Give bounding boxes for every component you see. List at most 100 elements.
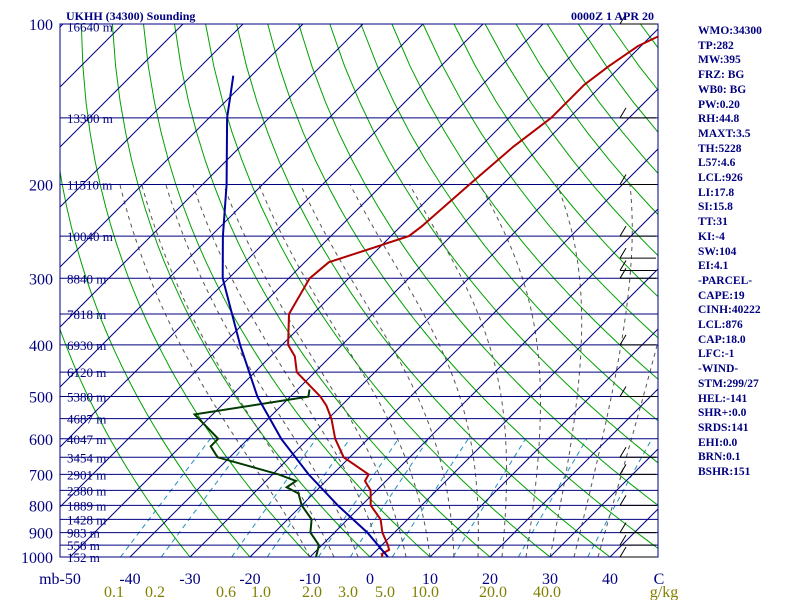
dry-adiabat-line bbox=[329, 23, 659, 464]
height-label: 1889 m bbox=[67, 498, 106, 513]
wind-barb-flag bbox=[619, 522, 627, 533]
height-label: 10040 m bbox=[67, 229, 113, 244]
height-label: 2380 m bbox=[67, 483, 106, 498]
pressure-tick-label: 400 bbox=[29, 338, 53, 355]
dry-adiabat-line bbox=[59, 329, 191, 558]
moist-adiabat-lines bbox=[119, 184, 659, 558]
mixing-ratio-line bbox=[391, 438, 469, 558]
mixing-ratio-tick-label: 0.2 bbox=[145, 584, 165, 600]
indices-panel: WMO:34300 TP:282 MW:395 FRZ: BG WB0: BG PW:0.… bbox=[698, 24, 798, 480]
index-line: -PARCEL- bbox=[698, 274, 753, 287]
mixing-ratio-tick-label: 2.0 bbox=[302, 584, 322, 600]
mixing-ratio-line bbox=[452, 438, 527, 558]
index-line: SHR+:0.0 bbox=[698, 407, 747, 420]
height-label: 4047 m bbox=[67, 432, 106, 447]
mixing-ratio-tick-label: 20.0 bbox=[479, 584, 507, 600]
dry-adiabat-line bbox=[546, 23, 659, 174]
dry-adiabat-line bbox=[577, 23, 659, 133]
mixing-ratio-tick-label: 10.0 bbox=[411, 584, 439, 600]
temperature-tick-label: 10 bbox=[422, 571, 438, 588]
index-line: L57:4.6 bbox=[698, 157, 736, 170]
pressure-tick-label: 700 bbox=[29, 467, 53, 484]
temperature-tick-label: 40 bbox=[602, 571, 618, 588]
temperature-unit-label: C bbox=[654, 571, 665, 588]
index-line: CAP:18.0 bbox=[698, 333, 746, 346]
dry-adiabat-line bbox=[453, 23, 659, 297]
pressure-tick-label: 500 bbox=[29, 390, 53, 407]
height-label: 3454 m bbox=[67, 450, 106, 465]
mixing-ratio-line bbox=[517, 438, 588, 558]
moist-adiabat-line bbox=[409, 184, 508, 558]
index-line: TP:282 bbox=[698, 39, 734, 52]
pressure-tick-label: 800 bbox=[29, 498, 53, 515]
index-line: BRN:0.1 bbox=[698, 451, 741, 464]
wind-barb-flag bbox=[619, 107, 627, 119]
wind-barb bbox=[619, 268, 656, 279]
index-line: EHI:0.0 bbox=[698, 436, 738, 449]
isotherm-line bbox=[309, 208, 659, 558]
wind-barb-flag bbox=[619, 447, 627, 458]
moist-adiabat-line bbox=[222, 184, 407, 558]
mixing-ratio-line bbox=[120, 438, 211, 558]
moist-adiabat-line bbox=[479, 184, 541, 558]
index-line: FRZ: BG bbox=[698, 69, 745, 82]
wind-barb bbox=[619, 447, 656, 458]
isotherm-line bbox=[489, 388, 659, 558]
index-line: LFC:-1 bbox=[698, 348, 735, 361]
pressure-tick-label: 100 bbox=[29, 17, 53, 34]
height-label: 16640 m bbox=[67, 19, 113, 34]
wind-barb bbox=[619, 107, 656, 119]
isotherm-line bbox=[59, 23, 484, 448]
mixing-ratio-line bbox=[318, 438, 399, 558]
mixing-ratio-tick-label: 3.0 bbox=[338, 584, 358, 600]
dry-adiabat-line bbox=[298, 23, 659, 506]
wind-barb bbox=[619, 464, 656, 475]
height-label: 6120 m bbox=[67, 365, 106, 380]
mixing-ratio-tick-label: g/kg bbox=[650, 584, 678, 600]
wind-barb bbox=[619, 247, 656, 259]
isotherm-line bbox=[59, 23, 244, 208]
isotherm-line bbox=[549, 448, 659, 558]
wind-barb-flag bbox=[619, 268, 627, 279]
isotherm-line bbox=[59, 23, 184, 148]
wind-barb-flag bbox=[619, 174, 627, 185]
mixing-ratio-line bbox=[231, 438, 317, 558]
height-label: 2901 m bbox=[67, 467, 106, 482]
isotherm-line bbox=[69, 23, 604, 558]
wind-barb bbox=[619, 495, 656, 506]
moist-adiabat-line bbox=[549, 184, 583, 558]
wind-barb-flag bbox=[619, 260, 627, 271]
dry-adiabat-line bbox=[174, 23, 491, 558]
mixing-ratio-line bbox=[160, 438, 250, 558]
moist-adiabat-line bbox=[141, 184, 335, 558]
dry-adiabat-line bbox=[391, 23, 659, 380]
isotherm-line bbox=[59, 23, 124, 88]
temperature-tick-label: mb-50 bbox=[39, 571, 81, 588]
height-label: 1428 m bbox=[67, 512, 106, 527]
wind-barb-flag bbox=[619, 225, 627, 237]
wind-barb bbox=[619, 386, 656, 398]
index-line: CAPE:19 bbox=[698, 289, 745, 302]
index-line: LCL:926 bbox=[698, 172, 743, 185]
temperature-tick-label: -40 bbox=[119, 571, 140, 588]
isotherm-line bbox=[189, 88, 659, 558]
wind-barb bbox=[619, 534, 656, 546]
dry-adiabat-line bbox=[484, 23, 659, 256]
wind-barb bbox=[619, 225, 656, 237]
pressure-tick-label: 300 bbox=[29, 271, 53, 288]
height-label: 11510 m bbox=[67, 177, 112, 192]
isotherm-line bbox=[59, 23, 364, 328]
height-label: 7818 m bbox=[67, 307, 106, 322]
height-label: 5380 m bbox=[67, 390, 106, 405]
height-label: 558 m bbox=[67, 538, 100, 553]
chart-title: UKHH (34300) Sounding bbox=[66, 9, 195, 23]
mixing-ratio-line bbox=[349, 438, 430, 558]
temperature-tick-label: -30 bbox=[179, 571, 200, 588]
wind-barb bbox=[619, 260, 656, 271]
wind-barb-flag bbox=[619, 534, 627, 546]
index-line: BSHR:151 bbox=[698, 466, 751, 479]
index-line: MW:395 bbox=[698, 54, 741, 67]
plot-border bbox=[59, 23, 659, 558]
dry-adiabat-line bbox=[422, 23, 659, 339]
temperature-tick-label: 30 bbox=[542, 571, 558, 588]
